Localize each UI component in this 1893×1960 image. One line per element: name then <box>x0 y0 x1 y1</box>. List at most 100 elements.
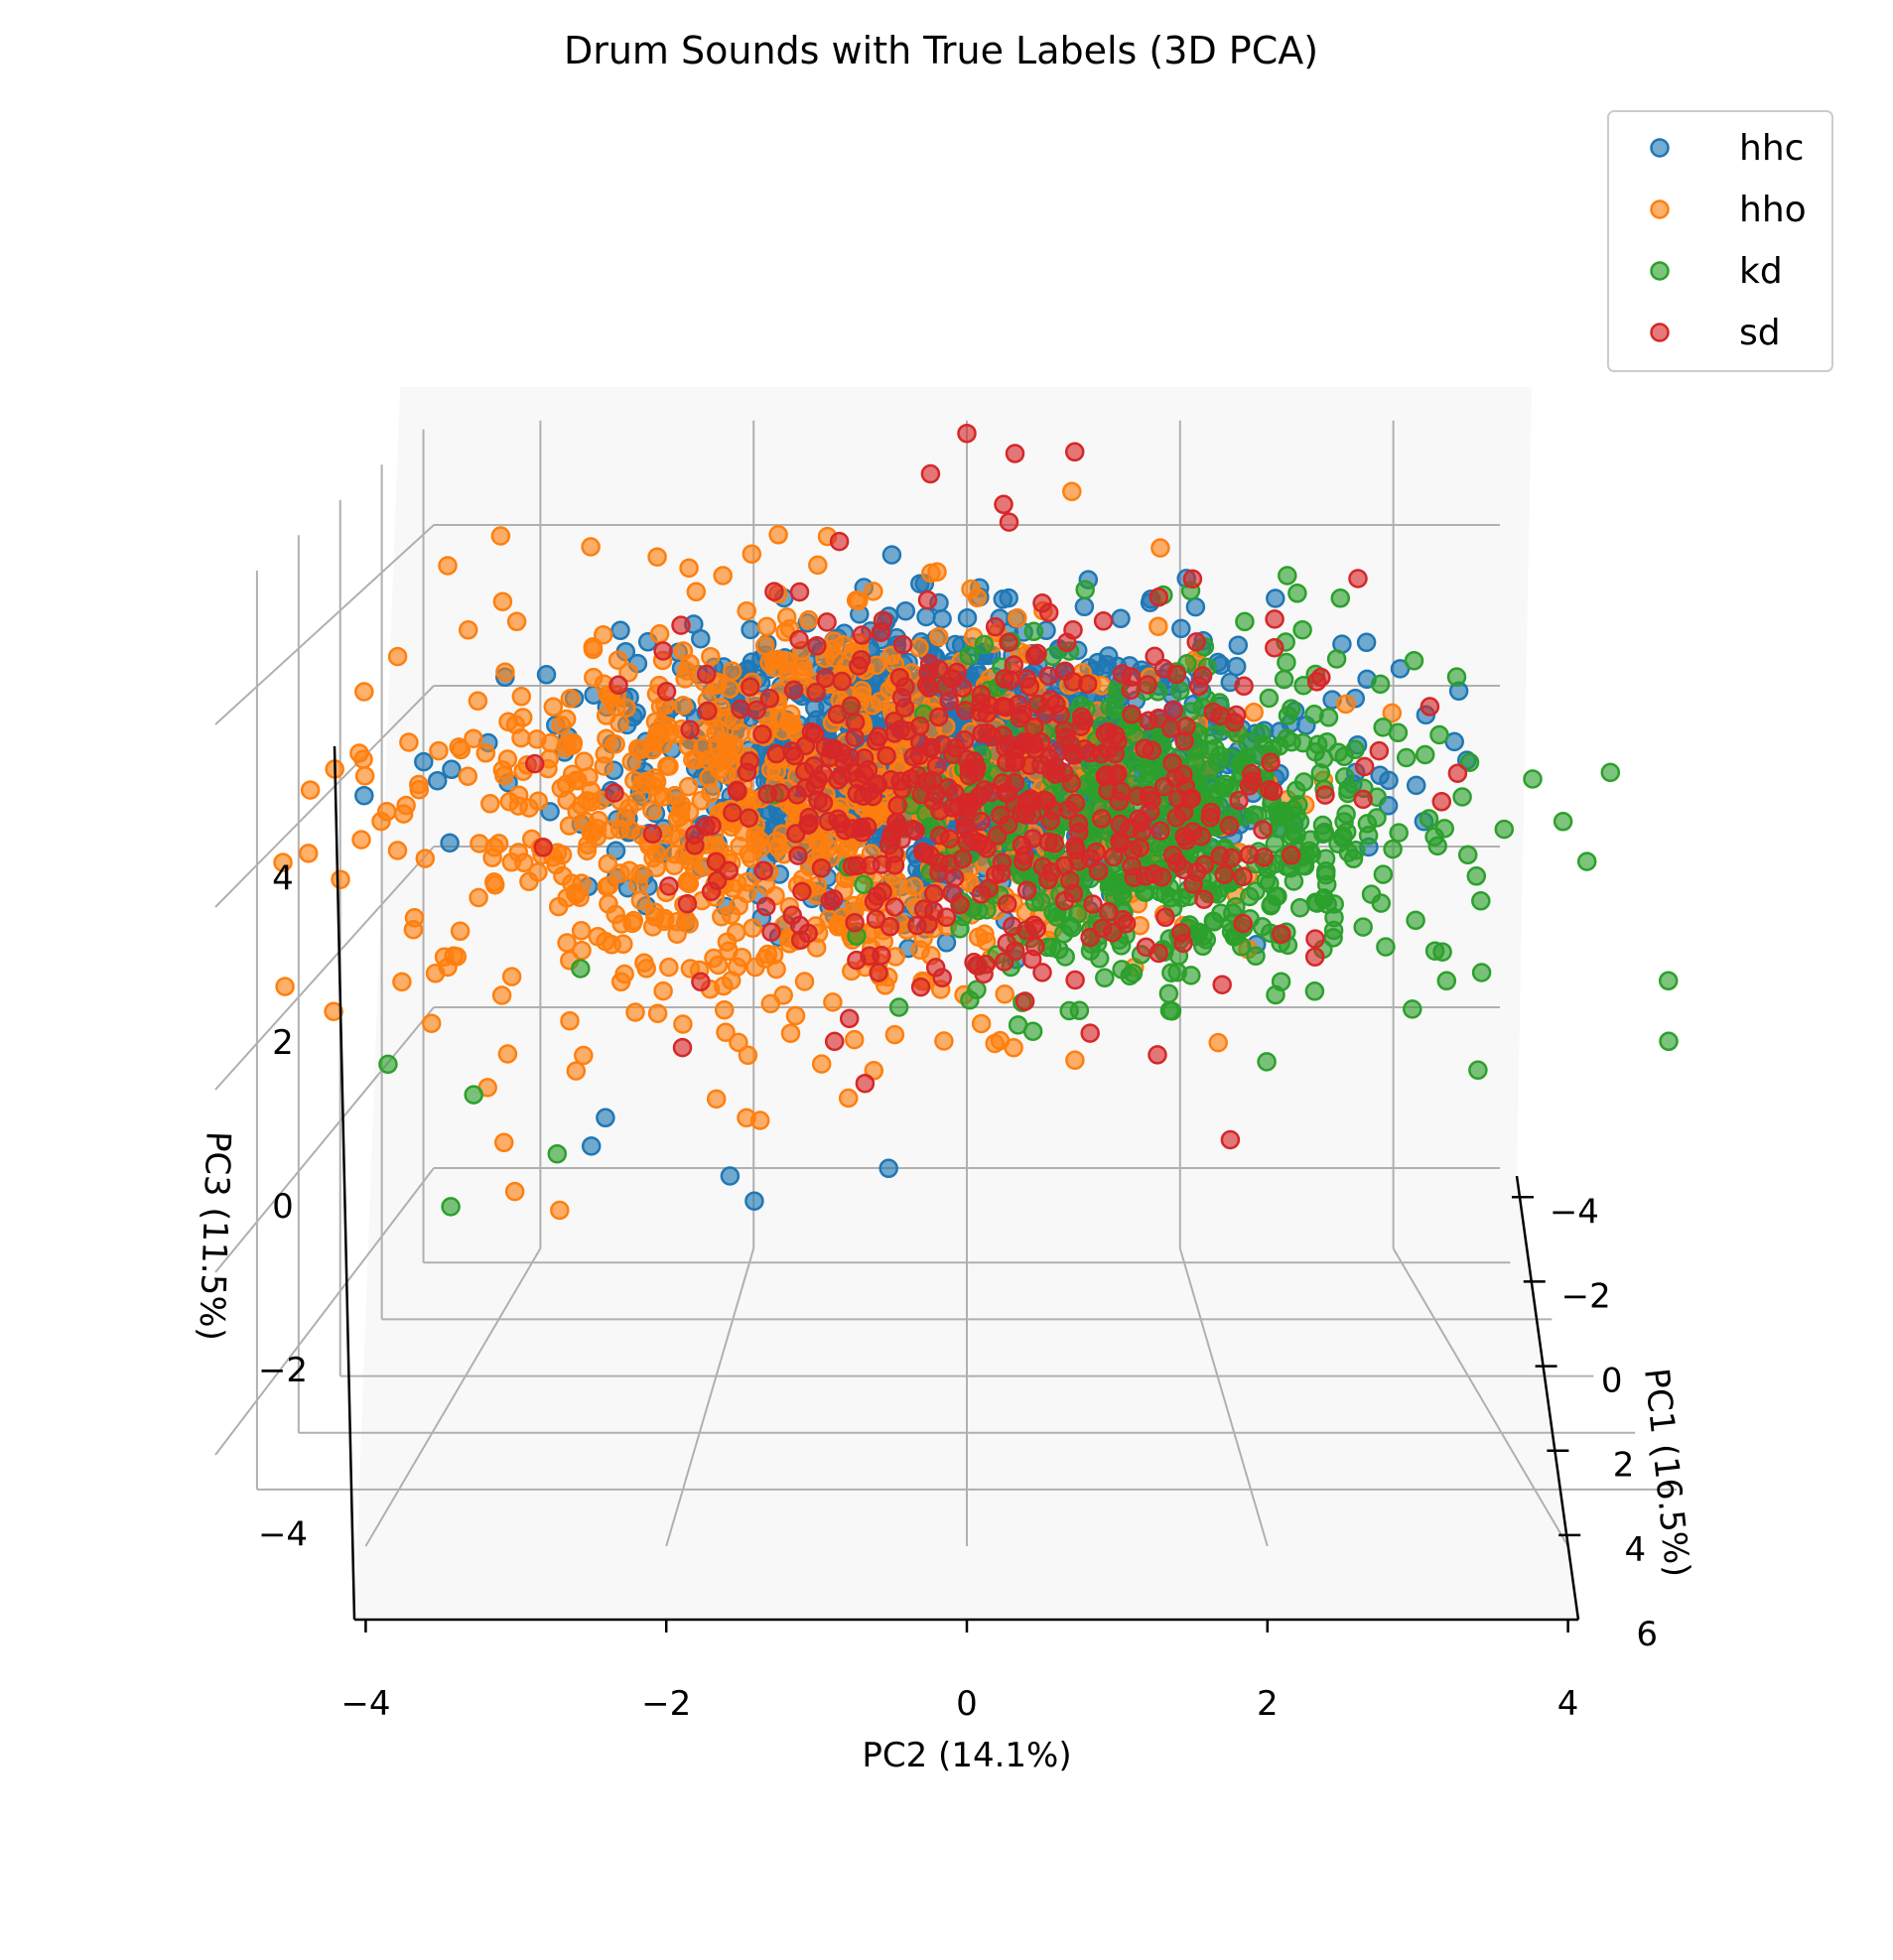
data-point <box>894 698 915 718</box>
data-point <box>838 1088 859 1109</box>
data-point <box>644 768 665 788</box>
data-point <box>923 791 944 812</box>
data-point <box>994 494 1014 515</box>
data-point <box>964 751 985 771</box>
data-point <box>533 838 553 857</box>
data-point <box>1659 1031 1679 1052</box>
data-point <box>916 606 936 627</box>
pc2-axis-label: PC2 (14.1%) <box>862 1736 1071 1775</box>
data-point <box>1105 863 1125 883</box>
data-point <box>556 774 577 795</box>
data-point <box>879 1158 898 1179</box>
data-point <box>1299 841 1319 861</box>
data-point <box>1383 839 1403 859</box>
data-point <box>1189 676 1209 697</box>
data-point <box>421 1013 442 1033</box>
data-point <box>1284 871 1304 891</box>
data-point <box>1065 970 1085 990</box>
pc2-tick-labels: −4 −2 0 2 4 <box>340 1620 1578 1724</box>
data-point <box>540 802 560 822</box>
data-point <box>932 608 952 629</box>
data-point <box>1246 946 1266 967</box>
data-point <box>1053 924 1074 944</box>
data-point <box>605 783 624 803</box>
data-point <box>511 687 532 707</box>
data-point <box>610 972 631 992</box>
data-point <box>1429 724 1449 745</box>
data-point <box>1261 895 1281 916</box>
data-point <box>625 1002 645 1022</box>
data-point <box>807 636 827 656</box>
grid-line <box>214 524 435 725</box>
data-point <box>1093 611 1114 631</box>
data-point <box>354 682 374 702</box>
data-point <box>1323 920 1344 941</box>
data-point <box>823 992 843 1012</box>
data-point <box>1265 609 1285 629</box>
data-point <box>1135 866 1155 886</box>
data-point <box>1063 620 1083 640</box>
data-point <box>1019 677 1040 697</box>
pc1-axis-line <box>1515 1175 1580 1621</box>
data-point <box>855 1073 876 1094</box>
data-point <box>540 732 561 753</box>
data-point <box>741 619 760 640</box>
data-point <box>392 972 412 992</box>
data-point <box>1658 971 1679 991</box>
grid-line <box>214 1006 435 1273</box>
data-point <box>552 845 573 865</box>
data-point <box>1148 1045 1167 1065</box>
data-point <box>1022 1021 1043 1041</box>
data-point <box>923 883 944 904</box>
data-point <box>425 964 446 983</box>
data-point <box>887 795 907 816</box>
data-point <box>618 663 638 683</box>
data-point <box>1042 646 1063 667</box>
data-point <box>1098 902 1119 922</box>
data-point <box>378 1054 398 1075</box>
data-point <box>440 833 460 853</box>
data-point <box>1059 1000 1079 1021</box>
data-point <box>1254 734 1275 755</box>
data-point <box>543 697 564 718</box>
data-point <box>1305 929 1325 949</box>
data-point <box>1253 820 1273 840</box>
data-point <box>593 624 613 645</box>
data-point <box>1080 1023 1100 1043</box>
data-point <box>1404 651 1424 671</box>
data-point <box>916 675 937 695</box>
data-point <box>519 871 539 892</box>
data-point <box>909 745 930 766</box>
data-point <box>998 894 1017 914</box>
data-point <box>578 835 598 855</box>
data-point <box>647 547 667 567</box>
data-point <box>571 959 591 979</box>
data-point <box>497 749 518 769</box>
data-point <box>1163 701 1183 720</box>
data-point <box>932 968 952 988</box>
data-point <box>996 697 1015 718</box>
data-point <box>683 749 703 770</box>
data-point <box>514 852 534 873</box>
data-point <box>730 836 749 856</box>
data-point <box>1167 962 1187 982</box>
data-point <box>1434 819 1454 839</box>
data-point <box>438 556 458 576</box>
data-point <box>636 959 656 979</box>
data-point <box>884 855 905 875</box>
data-point <box>450 921 471 942</box>
data-point <box>598 853 618 874</box>
data-point <box>731 699 750 719</box>
data-point <box>759 689 780 709</box>
data-point <box>1283 822 1303 842</box>
data-point <box>1111 608 1131 629</box>
tick-label: 2 <box>1613 1446 1635 1486</box>
data-point <box>851 650 872 670</box>
data-point <box>677 893 698 914</box>
data-point <box>1022 829 1043 849</box>
data-point <box>1171 888 1192 908</box>
data-point <box>1070 717 1091 736</box>
data-point <box>785 824 806 844</box>
data-point <box>1244 702 1264 722</box>
data-point <box>952 849 973 869</box>
